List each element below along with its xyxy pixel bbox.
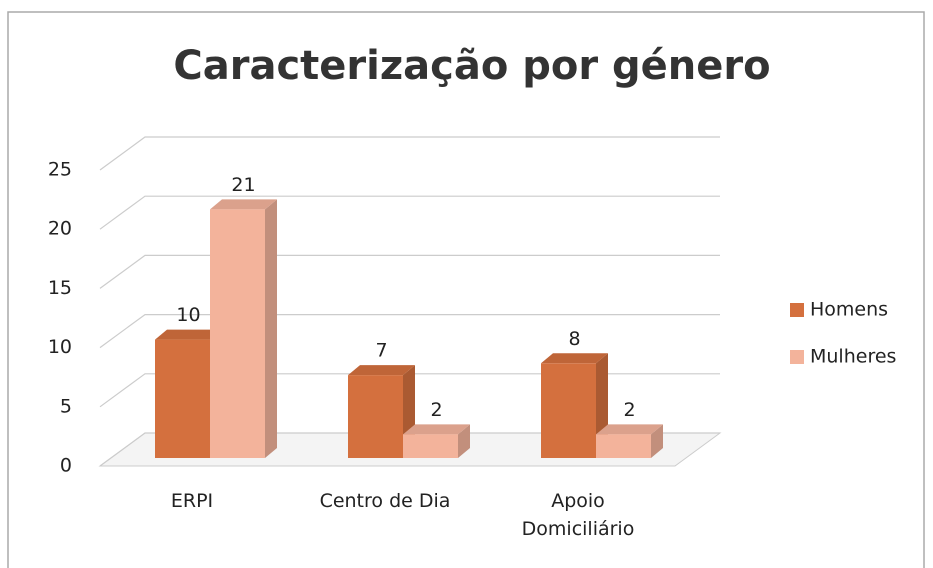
- data-label: 2: [623, 399, 635, 421]
- data-label: 21: [231, 174, 255, 196]
- bar: [596, 424, 663, 458]
- grid-line: [99, 432, 720, 467]
- data-label: 10: [176, 304, 200, 326]
- y-tick-label: 20: [48, 218, 72, 240]
- bar: [403, 424, 470, 458]
- chart-frame: [7, 11, 925, 568]
- grid-line: [99, 136, 720, 171]
- bar-top: [348, 365, 415, 376]
- bar: [210, 199, 277, 459]
- y-tick-label: 5: [60, 395, 72, 417]
- bar: [541, 353, 608, 458]
- legend-label: Mulheres: [810, 346, 896, 368]
- data-label: 2: [430, 399, 442, 421]
- bar-side: [651, 424, 663, 458]
- bar-top: [403, 424, 470, 435]
- x-tick-label: Centro de Dia: [319, 490, 451, 512]
- bar-side: [265, 199, 277, 459]
- y-tick-label: 15: [48, 277, 72, 299]
- grid-line: [99, 254, 720, 289]
- grid-line: [99, 314, 720, 349]
- bar-front: [155, 339, 210, 458]
- legend-label: Homens: [810, 299, 888, 321]
- bar-front: [596, 434, 651, 458]
- bar-top: [210, 199, 277, 210]
- bar-front: [541, 363, 596, 458]
- bar-side: [458, 424, 470, 458]
- grid-line: [99, 373, 720, 408]
- bar-front: [403, 434, 458, 458]
- grid-line: [99, 195, 720, 230]
- x-tick-label: ERPI: [170, 490, 214, 512]
- data-label: 8: [568, 328, 580, 350]
- y-tick-label: 10: [48, 336, 72, 358]
- legend-swatch: [790, 350, 804, 364]
- bar-front: [348, 375, 403, 458]
- data-label: 7: [375, 340, 387, 362]
- bar-top: [596, 424, 663, 435]
- legend-swatch: [790, 303, 804, 317]
- bar-top: [155, 329, 222, 340]
- bar-front: [210, 209, 265, 458]
- x-tick-label: Apoio Domiciliário: [521, 490, 635, 540]
- bar-top: [541, 353, 608, 364]
- y-tick-label: 0: [60, 455, 72, 477]
- chart-title: Caracterização por género: [173, 43, 770, 89]
- y-tick-label: 25: [48, 159, 72, 181]
